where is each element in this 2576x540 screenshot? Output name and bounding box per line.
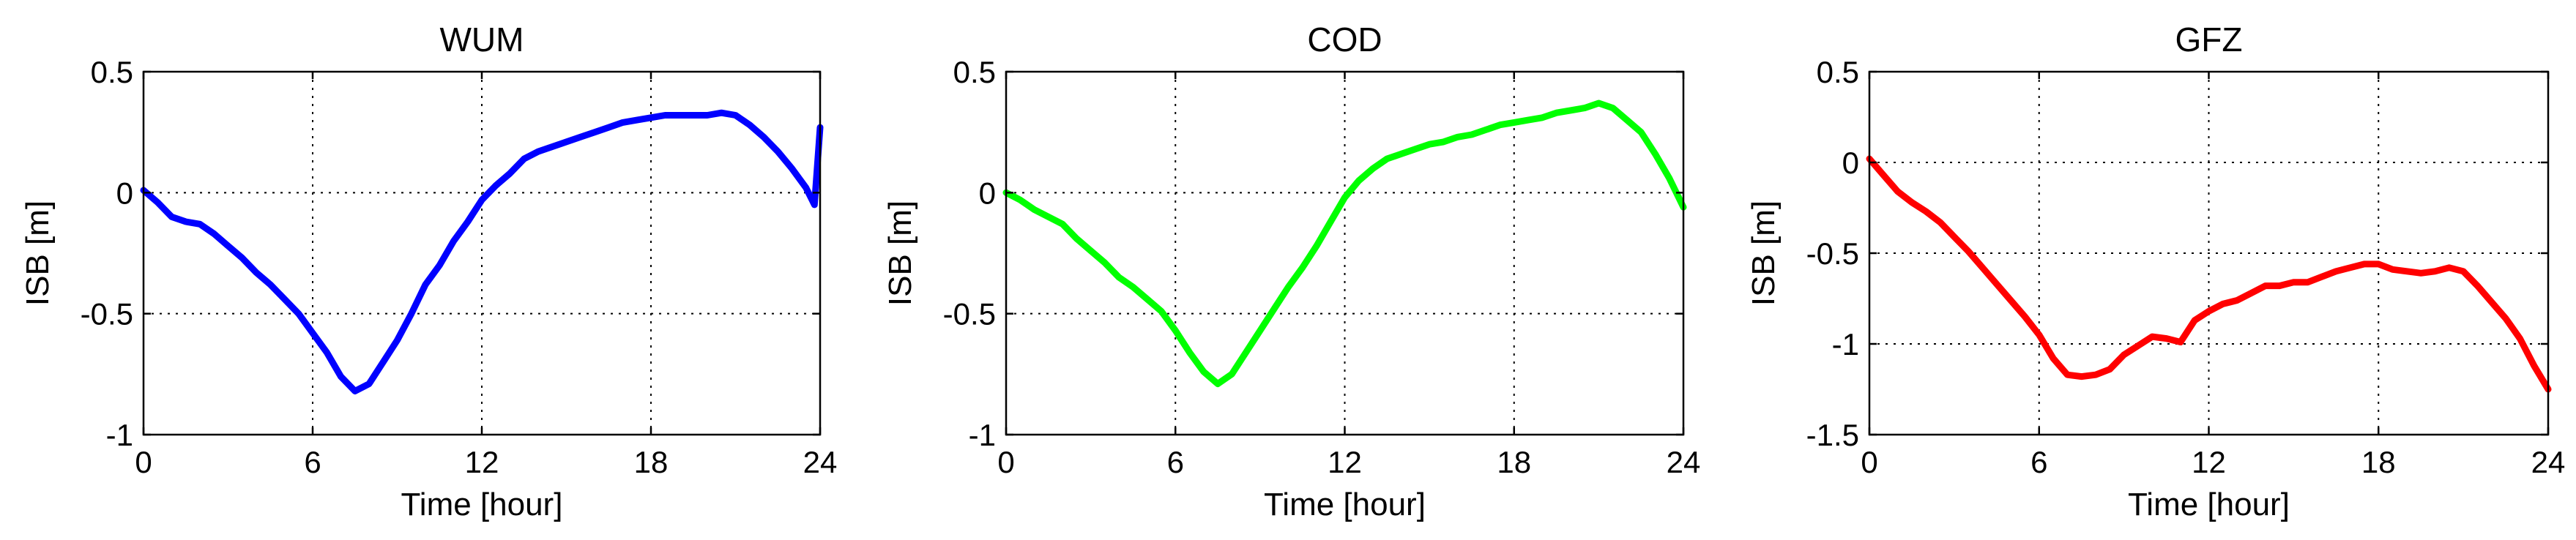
cod-x-axis-label: Time [hour] (1264, 487, 1426, 522)
cod-x-tick-label: 6 (1167, 445, 1184, 479)
wum-title: WUM (440, 20, 524, 59)
gfz-x-tick-label: 18 (2361, 445, 2396, 479)
gfz-x-tick-label: 12 (2192, 445, 2226, 479)
wum-y-tick-label: -1 (106, 418, 133, 452)
wum-panel: 0 6 12 18 24 -1 -0.5 0 0.5 WUM Time [hour] ISB [m] (20, 20, 837, 522)
wum-x-tick-label: 18 (634, 445, 669, 479)
wum-series-line (140, 109, 824, 394)
gfz-x-tick-label: 6 (2030, 445, 2047, 479)
wum-plot-frame (142, 70, 822, 436)
cod-y-axis-label: ISB [m] (882, 200, 918, 306)
gfz-x-tick-label: 0 (1861, 445, 1877, 479)
gfz-y-tick-label: 0 (1842, 146, 1859, 180)
cod-plot-frame (1005, 70, 1685, 436)
cod-title: COD (1307, 20, 1382, 59)
cod-x-tick-label: 12 (1328, 445, 1362, 479)
gfz-x-axis-label: Time [hour] (2128, 487, 2290, 522)
wum-x-tick-label: 6 (304, 445, 321, 479)
gfz-panel: 0 6 12 18 24 -1.5 -1 -0.5 0 0.5 GFZ Time [hour] ISB … (1746, 20, 2565, 522)
gfz-title: GFZ (2175, 20, 2243, 59)
wum-y-tick-label: 0.5 (91, 55, 133, 89)
cod-series-line (1002, 100, 1687, 388)
gfz-y-tick-label: -0.5 (1806, 236, 1859, 271)
gfz-y-tick-label: 0.5 (1817, 55, 1859, 89)
gfz-y-axis-label: ISB [m] (1746, 200, 1782, 306)
cod-x-tick-label: 24 (1667, 445, 1701, 479)
wum-x-tick-label: 0 (135, 445, 152, 479)
cod-y-tick-label: -0.5 (943, 297, 996, 331)
cod-x-tick-label: 18 (1497, 445, 1531, 479)
wum-x-axis-label: Time [hour] (401, 487, 563, 522)
cod-y-tick-label: -1 (969, 418, 996, 452)
wum-y-axis-label: ISB [m] (20, 200, 56, 306)
wum-y-tick-label: -0.5 (81, 297, 133, 331)
cod-y-tick-label: 0.5 (953, 55, 996, 89)
cod-panel: 0 6 12 18 24 -1 -0.5 0 0.5 COD Time [hour] ISB [m] (882, 20, 1700, 522)
cod-x-tick-label: 0 (997, 445, 1014, 479)
gfz-x-tick-label: 24 (2531, 445, 2566, 479)
wum-x-tick-label: 12 (465, 445, 499, 479)
gfz-y-tick-label: -1 (1832, 327, 1859, 361)
wum-y-tick-label: 0 (116, 176, 133, 210)
cod-y-tick-label: 0 (979, 176, 996, 210)
gfz-series-line (1866, 155, 2552, 393)
wum-x-tick-label: 24 (803, 445, 838, 479)
gfz-y-tick-label: -1.5 (1806, 418, 1859, 452)
